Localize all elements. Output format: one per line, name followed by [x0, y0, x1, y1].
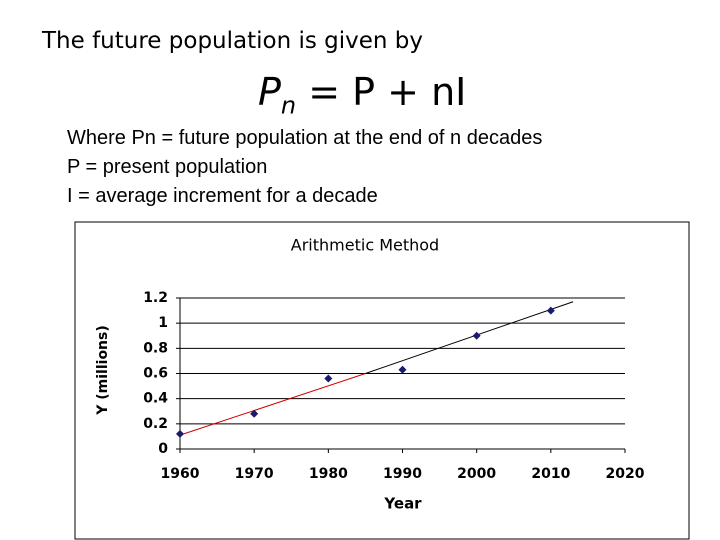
text-line: I = average increment for a decade [67, 185, 378, 207]
x-tick-label: 1970 [235, 466, 274, 482]
chart-frame [74, 221, 690, 540]
point [546, 306, 555, 315]
trendline [179, 373, 366, 436]
text-line: P = present population [67, 156, 268, 178]
x-tick-label: 2000 [457, 466, 496, 482]
chart-title: Arithmetic Method [291, 236, 439, 255]
trendline [365, 301, 574, 374]
formula-rest: = P + nI [308, 70, 467, 114]
formula-subscript: n [280, 91, 297, 120]
text-line: Where Pn = future population at the end … [67, 127, 543, 149]
heading: The future population is given by [42, 28, 424, 54]
x-tick-label: 1980 [309, 466, 348, 482]
formula: Pn = P + nI [258, 70, 466, 120]
y-axis-label: Y (millions) [95, 325, 111, 416]
y-tick-label: 0.4 [143, 391, 168, 407]
point [472, 331, 481, 340]
y-tick-label: 0.6 [143, 366, 168, 382]
formula-base: P [258, 70, 281, 114]
x-tick-label: 2020 [606, 466, 645, 482]
x-tick-label: 1960 [161, 466, 200, 482]
y-tick-label: 1.2 [143, 290, 168, 306]
point [176, 429, 184, 438]
x-tick-label: 2010 [531, 466, 570, 482]
y-tick-label: 0.2 [143, 416, 168, 432]
point [398, 365, 407, 374]
x-tick-label: 1990 [383, 466, 422, 482]
y-tick-label: 0 [158, 441, 168, 457]
point [324, 374, 333, 383]
y-tick-label: 1 [158, 315, 168, 331]
point [250, 409, 259, 418]
x-axis-label: Year [383, 495, 422, 513]
y-tick-label: 0.8 [143, 340, 168, 356]
